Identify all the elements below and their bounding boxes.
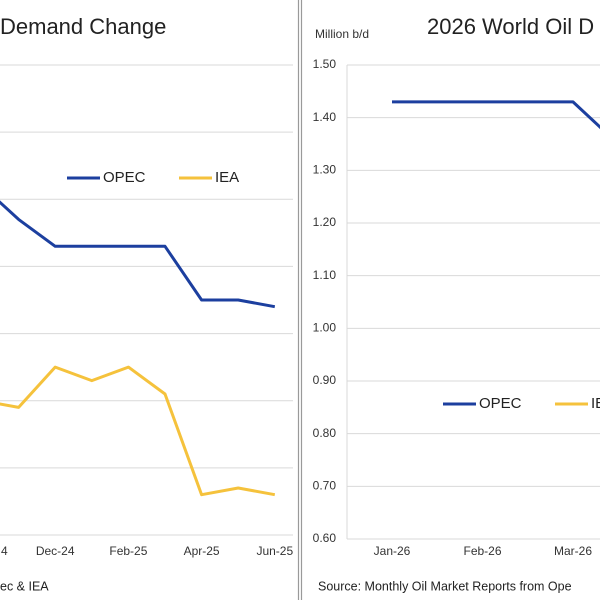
x-tick-label: Feb-26: [463, 544, 501, 558]
y-tick-label: 1.20: [313, 215, 337, 229]
y-tick-label: 0.90: [313, 373, 337, 387]
chart-title: 2026 World Oil D: [427, 14, 594, 39]
x-tick-label: Dec-24: [36, 544, 75, 558]
legend-label: IEA: [215, 169, 239, 186]
y-tick-label: 1.40: [313, 110, 337, 124]
x-tick-label: 4: [1, 544, 8, 558]
y-axis-label: Million b/d: [315, 27, 369, 41]
source-note: ec & IEA: [0, 579, 49, 593]
x-tick-label: Mar-26: [554, 544, 592, 558]
y-tick-label: 0.80: [313, 426, 337, 440]
x-tick-label: Jan-26: [374, 544, 411, 558]
series-line: [392, 100, 600, 130]
y-tick-label: 1.00: [313, 321, 337, 335]
y-tick-label: 1.50: [313, 57, 337, 71]
series-line: [0, 200, 276, 309]
x-tick-label: Feb-25: [109, 544, 147, 558]
source-note: Source: Monthly Oil Market Reports from …: [318, 579, 572, 593]
y-tick-label: 0.70: [313, 479, 337, 493]
legend-label: OPEC: [479, 395, 522, 412]
y-tick-label: 1.10: [313, 268, 337, 282]
chart-title: Demand Change: [0, 14, 166, 39]
series-line: [0, 365, 276, 497]
legend-label: IE: [591, 395, 600, 412]
x-tick-label: Apr-25: [184, 544, 220, 558]
y-tick-label: 0.60: [313, 531, 337, 545]
x-tick-label: Jun-25: [256, 544, 293, 558]
legend-label: OPEC: [103, 169, 146, 186]
y-tick-label: 1.30: [313, 163, 337, 177]
